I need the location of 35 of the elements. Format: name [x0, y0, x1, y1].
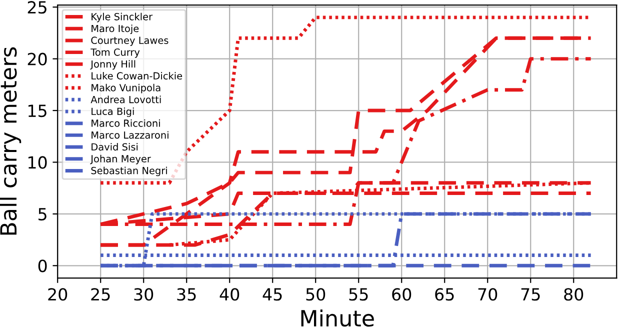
- x-tick-label: 20: [48, 288, 68, 301]
- legend-label: Luke Cowan-Dickie: [92, 72, 182, 80]
- x-tick-label: 35: [177, 288, 196, 301]
- x-tick-label: 30: [134, 288, 154, 301]
- y-tick-label: 15: [28, 104, 46, 118]
- legend-label: Andrea Lovotti: [90, 96, 161, 104]
- x-tick-label: 40: [220, 288, 240, 301]
- legend-label: Sebastian Negri: [91, 166, 167, 176]
- legend-label: Marco Lazzaroni: [92, 131, 168, 139]
- x-tick-label: 80: [564, 288, 584, 301]
- legend-label: Maro Itoje: [92, 24, 139, 34]
- x-tick-label: 65: [435, 288, 454, 301]
- x-tick-label: 55: [349, 288, 368, 301]
- legend-label: Johan Meyer: [90, 154, 151, 164]
- y-axis-title: Ball carry meters: [0, 47, 22, 235]
- x-tick-label: 60: [392, 288, 412, 301]
- x-tick-label: 25: [91, 288, 110, 301]
- x-tick-label: 45: [262, 288, 282, 301]
- legend-label: Courtney Lawes: [91, 36, 168, 46]
- x-tick-label: 75: [521, 288, 540, 301]
- legend-label: Jonny Hill: [90, 60, 136, 70]
- y-tick-label: 0: [38, 260, 47, 272]
- legend-label: Mako Vunipola: [92, 84, 160, 94]
- legend-label: David Sisi: [92, 143, 138, 151]
- x-axis-title: Minute: [301, 309, 374, 327]
- y-tick-label: 10: [28, 156, 47, 169]
- legend-label: Kyle Sinckler: [92, 12, 153, 22]
- y-tick-label: 5: [38, 208, 46, 220]
- y-tick-label: 20: [28, 52, 47, 66]
- x-tick-label: 50: [306, 288, 326, 301]
- legend-label: Marco Riccioni: [92, 119, 160, 127]
- legend-label: Luca Bigi: [92, 108, 134, 117]
- y-tick-label: 25: [28, 1, 46, 14]
- legend-label: Tom Curry: [90, 48, 140, 58]
- x-tick-label: 70: [478, 288, 498, 301]
